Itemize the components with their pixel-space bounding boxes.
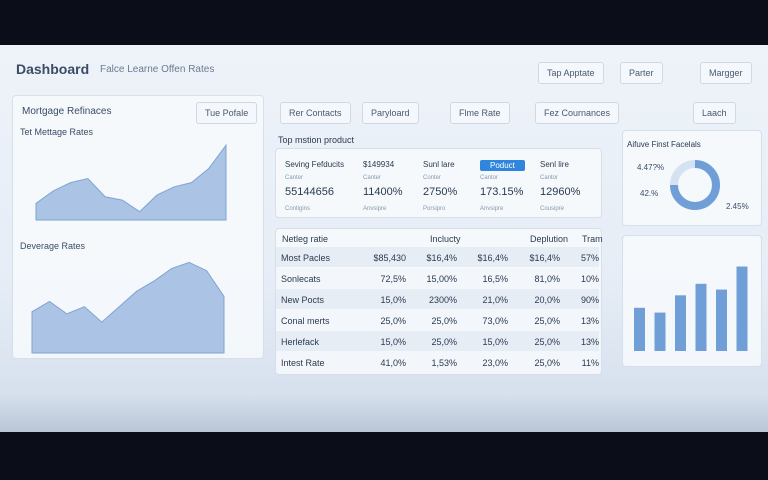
card-value: 11400% <box>363 186 403 198</box>
bar <box>695 283 707 351</box>
table-cell: 13% <box>580 337 599 347</box>
chart-title: Tet Mettage Rates <box>20 127 94 137</box>
table-cell: 15,0% <box>482 337 508 347</box>
dropdown[interactable]: Tue Pofale <box>196 102 258 124</box>
header-button[interactable]: Margger <box>700 62 752 84</box>
table-cell: 25,0% <box>431 316 457 326</box>
table-header: Deplution <box>530 234 569 244</box>
table-cell: Intest Rate <box>281 358 325 368</box>
panel-title: Aifuve Finst Facelals <box>627 140 701 149</box>
bar <box>736 266 748 351</box>
table-cell: 72,5% <box>380 274 406 284</box>
table-header: Netleg ratie <box>282 234 329 244</box>
card-value: 55144656 <box>285 186 334 198</box>
card-sub: Cantor <box>480 175 499 181</box>
donut-label: 2.45% <box>726 202 749 211</box>
table-cell: 25,0% <box>534 358 560 368</box>
table-row <box>276 289 599 309</box>
table-cell: 20,0% <box>534 295 560 305</box>
card-value: 2750% <box>423 186 458 198</box>
table-cell: Sonlecats <box>281 274 321 284</box>
donut-label: 42.% <box>640 189 659 198</box>
toolbar-button[interactable]: Flme Rate <box>450 102 510 124</box>
table-header: Inclucty <box>430 234 461 244</box>
card-foot: Anvsipre <box>363 206 387 212</box>
table-cell: $85,430 <box>373 253 406 263</box>
table-cell: 15,00% <box>426 274 457 284</box>
table-cell: New Pocts <box>281 295 325 305</box>
card-label: Senl lire <box>540 160 569 169</box>
card-label: Seving Fefducits <box>285 160 345 169</box>
table-cell: 1,53% <box>431 358 457 368</box>
table-cell: 15,0% <box>380 337 406 347</box>
card-label: Sunl lare <box>423 160 455 169</box>
section-title: Top mstion product <box>278 135 355 145</box>
table-row <box>276 352 599 372</box>
card-value: 12960% <box>540 186 581 198</box>
donut-label: 4.47?% <box>637 163 665 172</box>
donut-panel <box>622 130 762 226</box>
table-cell: 25,0% <box>431 337 457 347</box>
table-cell: 25,0% <box>380 316 406 326</box>
table-cell: 90% <box>580 295 599 305</box>
bar <box>634 307 645 351</box>
table-cell: $16,4% <box>477 253 508 263</box>
table-cell: Most Pacles <box>281 253 331 263</box>
table-cell: 41,0% <box>380 358 406 368</box>
toolbar-button[interactable]: Fez Cournances <box>535 102 620 124</box>
table-cell: $16,4% <box>426 253 457 263</box>
products-panel <box>275 148 602 218</box>
table-cell: 11% <box>581 358 599 368</box>
screen: Dashboard Falce Learne Offen Rates Tap App… <box>0 45 768 432</box>
table-cell: 25,0% <box>534 316 560 326</box>
table-header: Tram <box>582 234 603 244</box>
card-sub: Conter <box>423 175 442 181</box>
table-cell: 73,0% <box>482 316 508 326</box>
table-cell: 57% <box>580 253 599 263</box>
card-foot: Anvsipre <box>480 206 504 212</box>
toolbar-button[interactable]: Rer Contacts <box>280 102 351 124</box>
table-cell: 23,0% <box>482 358 508 368</box>
table-cell: 81,0% <box>534 274 560 284</box>
donut-arc <box>670 160 720 210</box>
card-label: $149934 <box>363 160 395 169</box>
toolbar-button[interactable]: Paryloard <box>362 102 419 124</box>
panel-title: Mortgage Refinaces <box>22 106 112 117</box>
area <box>35 143 227 221</box>
table-cell: 21,0% <box>482 295 508 305</box>
graphics <box>31 143 748 372</box>
chart-title: Deverage Rates <box>20 241 86 251</box>
card-foot: Contigins <box>285 206 311 212</box>
card-sub: Canter <box>363 175 382 181</box>
subtitle: Falce Learne Offen Rates <box>100 64 215 75</box>
table-cell: 10% <box>580 274 599 284</box>
table-row <box>276 247 599 267</box>
table-cell: 16,5% <box>482 274 508 284</box>
card-foot: Cousipre <box>540 206 565 212</box>
table-cell: Conal merts <box>281 316 330 326</box>
card-label: Poduct <box>480 160 525 171</box>
table-cell: 13% <box>580 316 599 326</box>
table-row <box>276 268 599 288</box>
table-cell: $16,4% <box>529 253 560 263</box>
area <box>31 261 225 354</box>
table-cell: 25,0% <box>534 337 560 347</box>
table-cell: 15,0% <box>380 295 406 305</box>
table-row <box>276 310 599 330</box>
title: Dashboard <box>16 61 90 77</box>
header-button[interactable]: Parter <box>620 62 663 84</box>
table-cell: 2300% <box>428 295 457 305</box>
card-foot: Porsipro <box>423 206 446 212</box>
toolbar-button[interactable]: Laach <box>693 102 736 124</box>
bar <box>675 295 686 351</box>
card-sub: Cantor <box>540 175 559 181</box>
bar <box>716 289 727 351</box>
table-row <box>276 331 599 351</box>
table-cell: Herlefack <box>281 337 320 347</box>
card-value: 173.15% <box>480 186 524 198</box>
bar <box>654 312 666 351</box>
header-button[interactable]: Tap Apptate <box>538 62 604 84</box>
card-sub: Canter <box>285 175 304 181</box>
